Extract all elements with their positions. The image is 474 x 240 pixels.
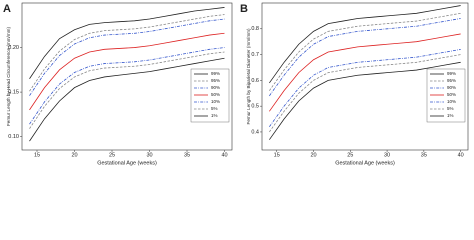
percentile-line — [269, 12, 461, 91]
panel-label: A — [3, 3, 11, 15]
percentile-line — [269, 5, 461, 84]
x-tick-label: 25 — [109, 152, 115, 158]
percentile-line — [29, 57, 225, 142]
percentile-line — [269, 54, 461, 133]
legend-label: 1% — [447, 113, 454, 118]
percentile-line — [269, 33, 461, 112]
x-tick-label: 30 — [146, 152, 152, 158]
percentile-line — [269, 18, 461, 97]
legend-label: 50% — [447, 92, 456, 97]
legend-label: 95% — [211, 78, 220, 83]
percentile-line — [29, 32, 225, 111]
legend-label: 1% — [211, 113, 218, 118]
x-axis-label: Gestational Age (weeks) — [335, 160, 395, 166]
legend-box — [426, 68, 466, 123]
y-tick-label: 0.6 — [251, 78, 259, 84]
legend-label: 99% — [447, 71, 456, 76]
percentile-line — [269, 61, 461, 140]
legend-label: 50% — [211, 92, 220, 97]
percentile-line — [29, 7, 225, 79]
y-axis-label: Femur Length by Head Circumference (mm/m… — [6, 27, 11, 127]
x-tick-label: 40 — [221, 152, 227, 158]
percentile-line — [29, 18, 225, 96]
legend-box — [190, 68, 230, 123]
x-axis-label: Gestational Age (weeks) — [97, 160, 157, 166]
y-tick-label: 0.5 — [251, 104, 259, 110]
legend-label: 5% — [447, 106, 454, 111]
x-tick-label: 35 — [421, 152, 427, 158]
plot-frame — [21, 2, 233, 151]
x-tick-label: 20 — [71, 152, 77, 158]
y-tick-label: 0.20 — [8, 45, 19, 51]
x-tick-label: 25 — [347, 152, 353, 158]
legend-label: 90% — [211, 85, 220, 90]
percentile-line — [269, 49, 461, 128]
y-tick-label: 0.8 — [251, 26, 259, 32]
y-tick-label: 0.10 — [8, 134, 19, 140]
legend-label: 10% — [447, 99, 456, 104]
percentile-line — [29, 47, 225, 125]
x-tick-label: 35 — [184, 152, 190, 158]
x-tick-label: 15 — [34, 152, 40, 158]
y-tick-label: 0.15 — [8, 90, 19, 96]
x-tick-label: 30 — [384, 152, 390, 158]
y-tick-label: 0.7 — [251, 52, 259, 58]
y-tick-label: 0.4 — [251, 129, 259, 135]
panel-label: B — [240, 3, 248, 15]
percentile-line — [29, 14, 225, 92]
x-tick-label: 20 — [310, 152, 316, 158]
y-axis-label: Femur Length by Biparietal Diameter (mm/… — [246, 28, 251, 124]
legend-label: 99% — [211, 71, 220, 76]
x-tick-label: 15 — [274, 152, 280, 158]
legend-label: 90% — [447, 85, 456, 90]
legend-label: 10% — [211, 99, 220, 104]
x-tick-label: 40 — [458, 152, 464, 158]
figure: A 15 20 25 30 35 40 0.10 0.15 0.20 Gestational Age… — [3, 2, 469, 166]
percentile-line — [29, 51, 225, 129]
legend-label: 5% — [211, 106, 218, 111]
legend-label: 95% — [447, 78, 456, 83]
plot-frame — [261, 2, 469, 151]
